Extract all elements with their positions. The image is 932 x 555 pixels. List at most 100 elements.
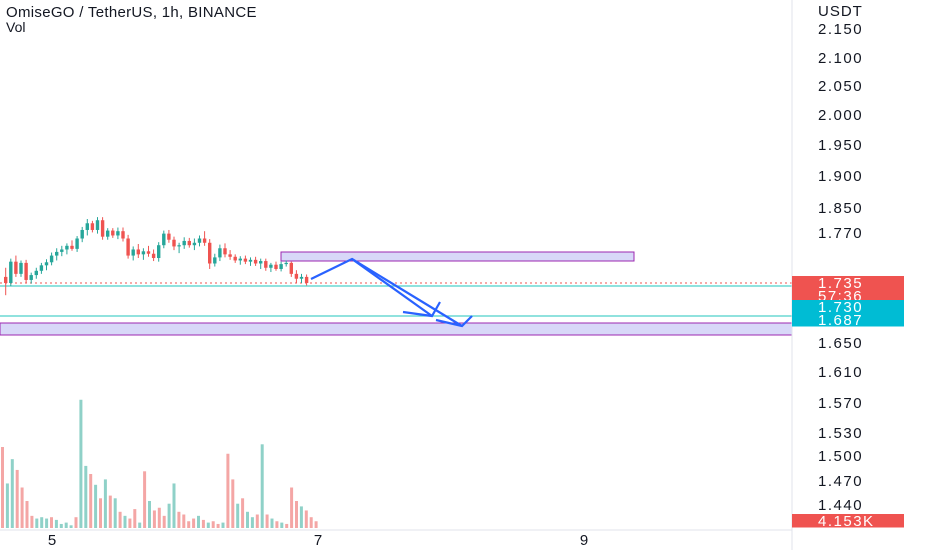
volume-bar: [197, 515, 200, 528]
candle-body: [167, 233, 171, 240]
projection-arrow-head-2: [435, 315, 473, 328]
volume-bar: [79, 399, 83, 528]
volume-bar: [309, 517, 313, 528]
candle-body: [70, 245, 74, 249]
volume-bar: [314, 521, 318, 528]
volume-bar: [216, 523, 220, 528]
volume-bar: [304, 510, 308, 528]
support-zone[interactable]: [0, 322, 793, 336]
volume-bar: [299, 506, 303, 528]
volume-bar: [128, 518, 132, 528]
volume-bar: [94, 484, 98, 528]
volume-bar: [241, 498, 245, 528]
support-1-badge-label: 1.730: [818, 299, 863, 316]
volume-bar: [40, 517, 44, 528]
volume-bar: [89, 474, 93, 528]
candle-body: [116, 231, 120, 236]
candle-body: [228, 254, 232, 257]
volume-bar: [182, 514, 186, 528]
price-tick-label: 1.900: [818, 168, 863, 185]
price-tick-label: 1.440: [818, 497, 863, 514]
candle-body: [192, 242, 197, 246]
volume-bar: [30, 515, 34, 528]
candle-body: [213, 257, 217, 264]
projection-arrow-path-2: [351, 258, 463, 327]
support-2-badge[interactable]: [792, 313, 904, 327]
candle-body: [253, 259, 258, 264]
candle-body: [299, 276, 304, 279]
price-axis-ticks[interactable]: 2.150 2.100 2.050 2.000 1.950 1.900 1.850 1.770…: [818, 21, 863, 514]
resistance-zone[interactable]: [280, 251, 635, 262]
time-tick-label: 9: [580, 532, 588, 549]
volume-bar: [211, 521, 215, 528]
candle-body: [264, 261, 268, 268]
volume-bar: [172, 483, 176, 528]
volume-bar: [108, 495, 112, 528]
candle-body: [4, 276, 8, 283]
volume-bar: [226, 453, 230, 528]
volume-bar: [20, 487, 24, 528]
volume-bar: [5, 483, 9, 528]
time-tick-label: 5: [48, 532, 56, 549]
volume-bar: [236, 503, 240, 528]
volume-bar: [260, 444, 264, 528]
volume-bar: [255, 514, 259, 528]
candle-body: [121, 231, 125, 239]
candle-body: [248, 259, 253, 262]
volume-bar: [99, 498, 102, 528]
candle-body: [182, 240, 186, 246]
volume-bar: [45, 518, 49, 528]
volume-badge[interactable]: [792, 514, 904, 528]
time-tick-label: 7: [314, 532, 322, 549]
candle-body: [279, 264, 283, 269]
chart-title[interactable]: OmiseGO / TetherUS, 1h, BINANCE: [6, 4, 257, 21]
candle-body: [90, 223, 95, 230]
candle-body: [136, 249, 140, 255]
candle-body: [14, 261, 18, 274]
price-tick-label: 2.150: [818, 21, 863, 38]
volume-bar: [74, 517, 78, 528]
candle-body: [44, 262, 49, 266]
candle-body: [208, 242, 212, 264]
volume-badge-label: 4.153K: [818, 513, 875, 530]
price-tick-label: 1.570: [818, 395, 863, 412]
price-tick-label: 2.000: [818, 107, 863, 124]
candle-body: [141, 251, 146, 255]
volume-bar: [177, 511, 181, 528]
price-tick-label: 1.950: [818, 137, 863, 154]
time-axis-ticks[interactable]: 5 7 9: [48, 532, 588, 549]
volume-bar: [221, 522, 225, 528]
volume-bar: [280, 522, 284, 528]
volume-bar: [192, 518, 196, 528]
candle-body: [24, 262, 28, 280]
candle-body: [49, 255, 54, 263]
candle-body: [157, 245, 161, 259]
candle-body: [131, 249, 135, 256]
volume-bar: [270, 518, 274, 528]
candle-body: [197, 238, 202, 243]
volume-bar: [103, 479, 107, 528]
volume-bar: [285, 523, 289, 528]
volume-bar: [35, 518, 39, 528]
candle-body: [304, 276, 309, 283]
countdown-badge[interactable]: [792, 289, 904, 303]
volume-bar: [113, 498, 117, 528]
last-price-badge[interactable]: [792, 276, 904, 290]
volume-bar: [246, 511, 249, 528]
volume-bar: [54, 519, 58, 528]
price-tick-label: 1.470: [818, 473, 863, 490]
candle-body: [233, 256, 237, 261]
candle-body: [95, 220, 100, 230]
support-1-badge[interactable]: [792, 300, 904, 314]
last-price-badge-label: 1.735: [818, 275, 863, 292]
volume-label[interactable]: Vol: [6, 19, 26, 35]
price-tick-label: 1.530: [818, 425, 863, 442]
volume-bar: [123, 515, 127, 528]
projection-arrow[interactable]: [310, 257, 473, 328]
candle-body: [126, 238, 130, 256]
candle-body: [223, 248, 227, 255]
candle-body: [218, 248, 222, 258]
